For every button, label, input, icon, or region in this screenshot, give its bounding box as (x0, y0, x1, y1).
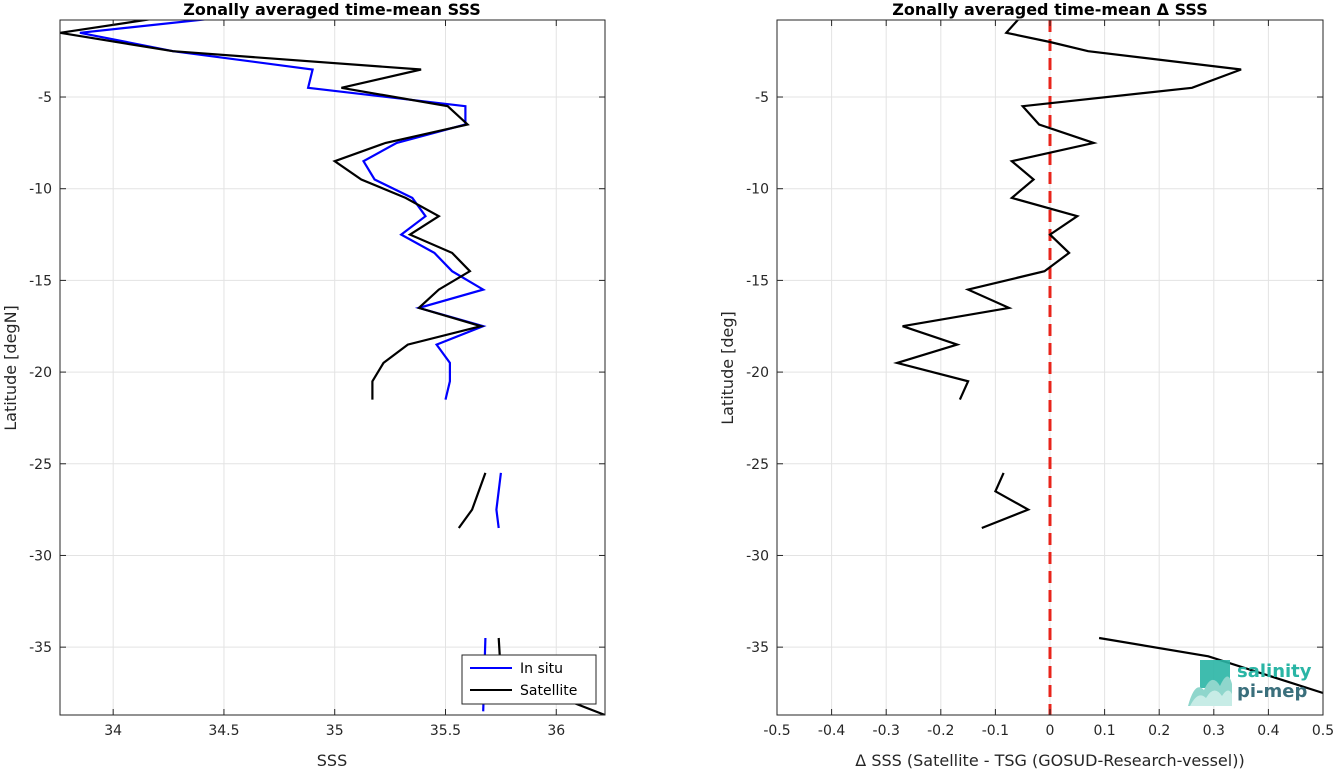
right-y-tick-label: -20 (746, 365, 769, 381)
left-x-tick-label: 35 (326, 723, 344, 739)
right-x-axis-label: Δ SSS (Satellite - TSG (GOSUD-Research-v… (855, 751, 1244, 769)
right-chart-panel: -0.5 -0.4 -0.3 -0.2 -0.1 0 0.1 0.2 0.3 0.4 0.5 -5-… (718, 0, 1334, 769)
right-series-series-0-line (981, 472, 1031, 530)
left-series-in-situ-line (79, 20, 487, 400)
left-x-axis-label: SSS (317, 751, 347, 769)
left-y-tick-label: -10 (29, 182, 52, 198)
right-chart-title: Zonally averaged time-mean Δ SSS (892, 0, 1208, 19)
right-series-series-0-line (1098, 636, 1323, 695)
legend-label-in-situ: In situ (520, 661, 563, 677)
left-y-axis-label: Latitude [degN] (1, 305, 20, 431)
left-series-in-situ-line (495, 472, 502, 529)
left-ticks (60, 20, 605, 715)
right-x-tick-label: -0.3 (873, 723, 900, 739)
right-y-tick-label: -35 (746, 640, 769, 656)
right-x-tick-label: 0.5 (1312, 723, 1334, 739)
legend: In situ Satellite (461, 654, 597, 705)
left-x-tick-label: 35.5 (430, 723, 461, 739)
logo-wave-icon (1188, 660, 1232, 706)
left-y-tick-label: -15 (29, 273, 52, 289)
left-y-tick-label: -5 (38, 90, 52, 106)
right-x-tick-label: 0.3 (1203, 723, 1225, 739)
right-y-tick-label: -30 (746, 548, 769, 564)
right-x-tick-labels: -0.5 -0.4 -0.3 -0.2 -0.1 0 0.1 0.2 0.3 0.4 0.5 (763, 723, 1334, 739)
right-x-tick-label: 0.2 (1148, 723, 1170, 739)
right-x-tick-label: -0.5 (763, 723, 790, 739)
left-x-tick-label: 36 (547, 723, 565, 739)
right-x-tick-label: -0.2 (927, 723, 954, 739)
right-x-tick-label: 0.1 (1093, 723, 1115, 739)
left-y-tick-label: -25 (29, 457, 52, 473)
left-grid (60, 20, 605, 715)
right-x-tick-label: -0.4 (818, 723, 845, 739)
logo-text-salinity: salinity (1237, 661, 1312, 682)
logo-text-pimep: pi-mep (1237, 681, 1307, 702)
right-data-lines (893, 20, 1323, 695)
left-chart-title: Zonally averaged time-mean SSS (183, 0, 481, 19)
left-y-tick-label: -20 (29, 365, 52, 381)
right-ticks (776, 20, 1324, 715)
left-x-tick-labels: 34 34.5 35 35.5 36 (104, 723, 565, 739)
left-y-tick-labels: -5 -10 -15 -20 -25 -30 -35 (29, 90, 52, 656)
salinity-pimep-logo: salinity pi-mep (1188, 660, 1312, 706)
right-y-axis-label: Latitude [deg] (718, 311, 737, 425)
left-series-satellite-line (60, 20, 486, 400)
left-plot-background (60, 20, 605, 715)
right-x-tick-label: 0 (1046, 723, 1055, 739)
right-y-tick-label: -15 (746, 273, 769, 289)
left-y-tick-label: -30 (29, 548, 52, 564)
right-x-tick-label: -0.1 (982, 723, 1009, 739)
legend-label-satellite: Satellite (520, 683, 577, 699)
right-y-tick-label: -25 (746, 457, 769, 473)
right-y-tick-labels: -5 -10 -15 -20 -25 -30 -35 (746, 90, 769, 656)
right-x-tick-label: 0.4 (1257, 723, 1279, 739)
right-y-tick-label: -10 (746, 182, 769, 198)
right-y-tick-label: -5 (755, 90, 769, 106)
right-series-series-0-line (893, 20, 1242, 401)
left-x-tick-label: 34 (104, 723, 122, 739)
left-axes-box (59, 19, 606, 716)
legend-box (461, 654, 597, 705)
left-y-tick-label: -35 (29, 640, 52, 656)
left-x-tick-label: 34.5 (208, 723, 239, 739)
left-series-satellite-line (457, 472, 487, 529)
left-chart-panel: 34 34.5 35 35.5 36 -5 -10 -15 -20 -25 -30 -35 Zona… (1, 0, 606, 769)
